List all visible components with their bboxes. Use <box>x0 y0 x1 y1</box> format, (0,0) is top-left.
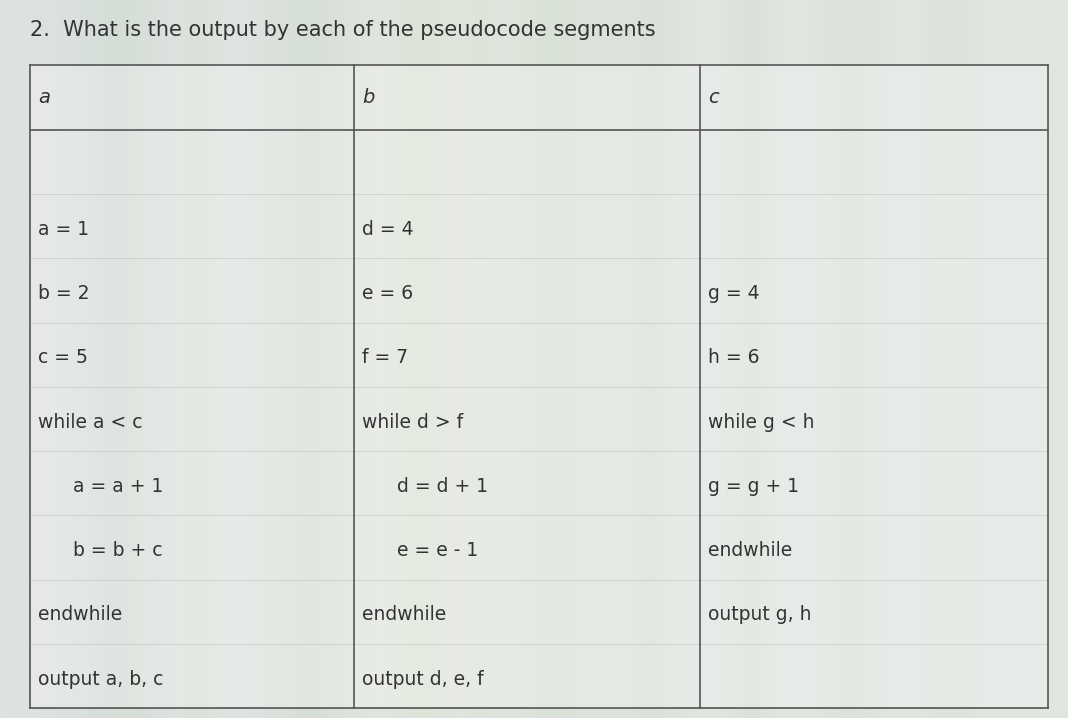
Text: b: b <box>362 88 375 107</box>
Text: d = 4: d = 4 <box>362 220 413 239</box>
Bar <box>30 65 1048 708</box>
Text: b = 2: b = 2 <box>38 284 90 303</box>
Text: endwhile: endwhile <box>38 605 122 625</box>
Text: a = 1: a = 1 <box>38 220 89 239</box>
Text: b = b + c: b = b + c <box>73 541 162 560</box>
Text: e = e - 1: e = e - 1 <box>397 541 478 560</box>
Text: f = 7: f = 7 <box>362 348 408 368</box>
Text: output a, b, c: output a, b, c <box>38 670 163 689</box>
Text: g = 4: g = 4 <box>708 284 759 303</box>
Text: output d, e, f: output d, e, f <box>362 670 484 689</box>
Text: endwhile: endwhile <box>362 605 446 625</box>
Text: while a < c: while a < c <box>38 413 142 432</box>
Text: endwhile: endwhile <box>708 541 792 560</box>
Text: a: a <box>38 88 50 107</box>
Text: while d > f: while d > f <box>362 413 464 432</box>
Text: e = 6: e = 6 <box>362 284 413 303</box>
Text: d = d + 1: d = d + 1 <box>397 477 488 496</box>
Text: c = 5: c = 5 <box>38 348 88 368</box>
Text: while g < h: while g < h <box>708 413 815 432</box>
Text: c: c <box>708 88 719 107</box>
Text: g = g + 1: g = g + 1 <box>708 477 799 496</box>
Text: 2.  What is the output by each of the pseudocode segments: 2. What is the output by each of the pse… <box>30 20 656 40</box>
Text: h = 6: h = 6 <box>708 348 759 368</box>
Text: a = a + 1: a = a + 1 <box>73 477 163 496</box>
Text: output g, h: output g, h <box>708 605 812 625</box>
